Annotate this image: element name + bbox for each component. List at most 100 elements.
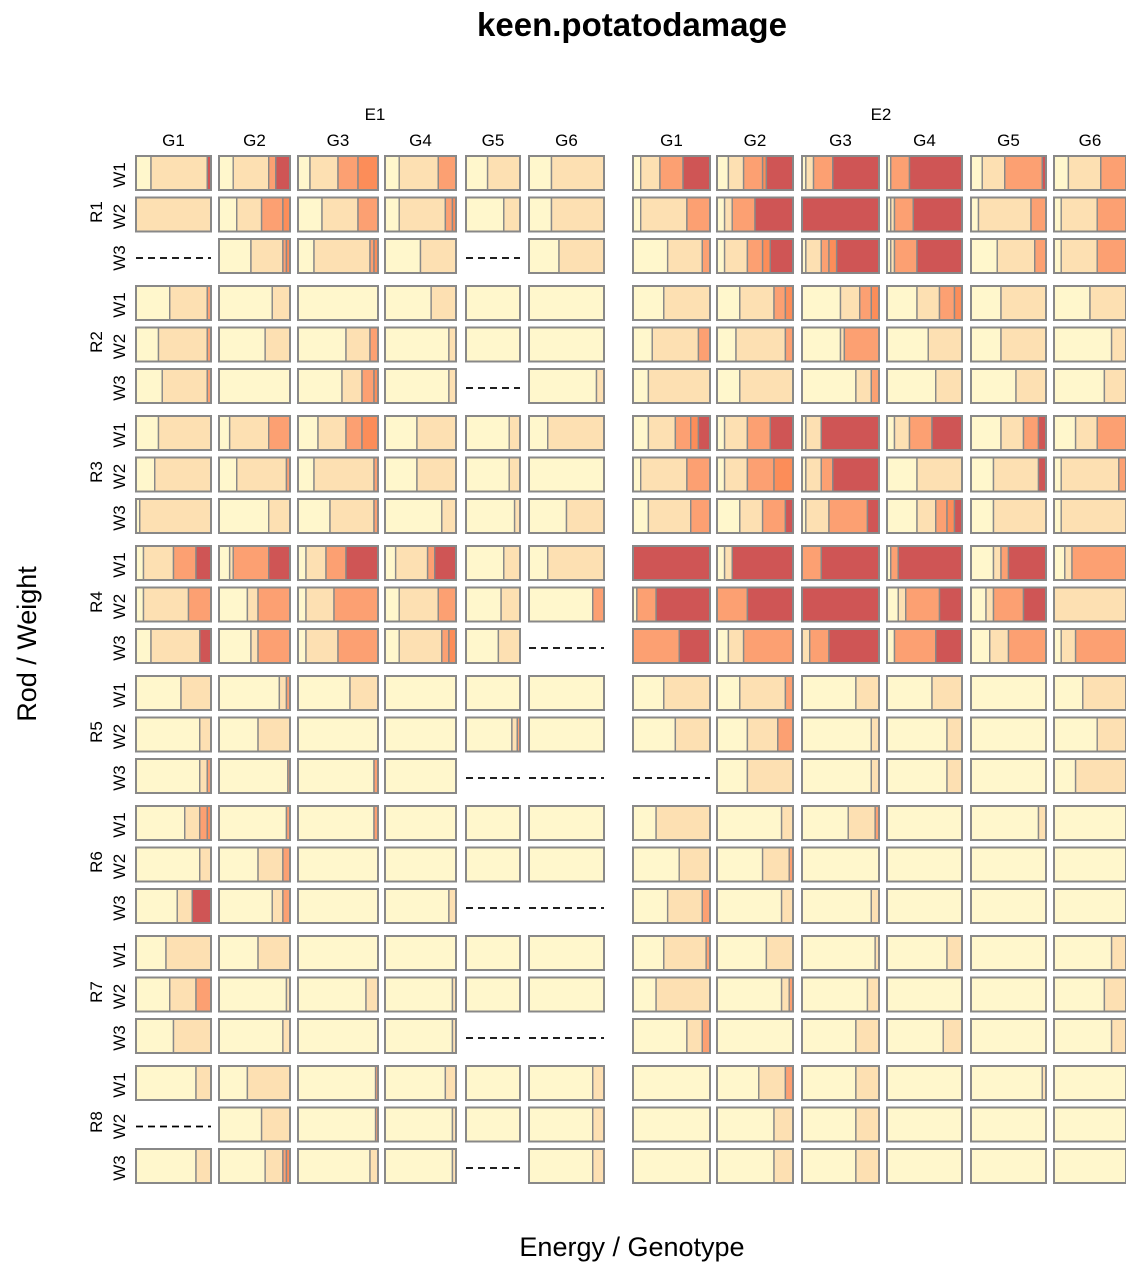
mosaic-cell-outline bbox=[218, 498, 291, 534]
mosaic-tile bbox=[508, 415, 521, 451]
mosaic-tile bbox=[666, 888, 704, 924]
mosaic-tile bbox=[801, 846, 880, 883]
mosaic-tile bbox=[528, 1148, 594, 1184]
mosaic-tile bbox=[746, 586, 794, 623]
mosaic-tile bbox=[765, 935, 794, 971]
mosaic-cell-outline bbox=[297, 196, 379, 233]
mosaic-cell-outline bbox=[970, 415, 1047, 451]
mosaic-tile bbox=[135, 586, 145, 623]
mosaic-tile bbox=[257, 628, 291, 664]
mosaic-cell-outline bbox=[716, 1148, 794, 1184]
mosaic-tile bbox=[716, 415, 726, 451]
mosaic-cell-outline bbox=[528, 368, 605, 404]
mosaic-cell-outline bbox=[970, 675, 1047, 711]
mosaic-tile bbox=[773, 285, 787, 321]
weight-strip-label: W3 bbox=[110, 245, 129, 271]
mosaic-tile bbox=[870, 285, 880, 321]
mosaic-tile bbox=[150, 628, 201, 664]
mosaic-tile bbox=[801, 368, 857, 404]
mosaic-tile bbox=[195, 1065, 212, 1101]
mosaic-tile bbox=[218, 368, 291, 404]
mosaic-tile bbox=[716, 805, 783, 841]
mosaic-cell-outline bbox=[218, 196, 291, 233]
mosaic-cell-outline bbox=[1053, 415, 1126, 451]
mosaic-tile bbox=[632, 545, 711, 581]
mosaic-cell-outline bbox=[297, 285, 379, 321]
mosaic-tile bbox=[218, 1106, 263, 1143]
mosaic-tile bbox=[784, 498, 794, 534]
mosaic-tile bbox=[801, 976, 869, 1013]
mosaic-cell-outline bbox=[1053, 1018, 1126, 1054]
mosaic-tile bbox=[992, 545, 1002, 581]
y-axis-title: Rod / Weight bbox=[12, 566, 42, 722]
mosaic-tile bbox=[465, 586, 502, 623]
mosaic-tile bbox=[154, 456, 212, 493]
mosaic-tile bbox=[1053, 628, 1062, 664]
mosaic-tile bbox=[297, 498, 331, 534]
mosaic-tile bbox=[297, 976, 367, 1013]
mosaic-tile bbox=[1000, 415, 1025, 451]
mosaic-tile bbox=[135, 675, 182, 711]
mosaic-tile bbox=[135, 628, 152, 664]
mosaic-cell-outline bbox=[801, 1106, 880, 1143]
mosaic-tile bbox=[820, 545, 880, 581]
mosaic-cell-outline bbox=[970, 1106, 1047, 1143]
mosaic-tile bbox=[305, 545, 327, 581]
mosaic-tile bbox=[297, 846, 379, 883]
mosaic-tile bbox=[218, 628, 252, 664]
mosaic-tile bbox=[218, 888, 273, 924]
mosaic-cell-outline bbox=[1053, 456, 1126, 493]
mosaic-tile bbox=[716, 155, 730, 191]
mosaic-cell-outline bbox=[528, 1148, 605, 1184]
mosaic-tile bbox=[313, 238, 371, 274]
mosaic-tile bbox=[218, 196, 238, 233]
mosaic-tile bbox=[739, 498, 764, 534]
mosaic-tile bbox=[916, 498, 937, 534]
mosaic-cell-outline bbox=[297, 586, 379, 623]
mosaic-tile bbox=[663, 935, 707, 971]
mosaic-tile bbox=[663, 285, 711, 321]
mosaic-tile bbox=[632, 805, 657, 841]
mosaic-tile bbox=[218, 976, 288, 1013]
mosaic-cell-outline bbox=[1053, 935, 1126, 971]
mosaic-tile bbox=[1007, 545, 1047, 581]
mosaic-tile bbox=[970, 976, 1047, 1013]
genotype-strip-label: G2 bbox=[744, 131, 767, 150]
mosaic-tile bbox=[1082, 675, 1126, 711]
mosaic-tile bbox=[801, 628, 811, 664]
mosaic-tile bbox=[246, 1065, 291, 1101]
mosaic-cell-outline bbox=[632, 1065, 711, 1101]
mosaic-cell-outline bbox=[886, 628, 963, 664]
mosaic-tile bbox=[384, 758, 457, 794]
mosaic-cell-outline bbox=[886, 586, 963, 623]
mosaic-tile bbox=[1022, 586, 1047, 623]
mosaic-tile bbox=[199, 758, 208, 794]
mosaic-cell-outline bbox=[801, 976, 880, 1013]
mosaic-tile bbox=[855, 1065, 880, 1101]
mosaic-tile bbox=[142, 586, 190, 623]
mosaic-tile bbox=[632, 368, 650, 404]
mosaic-cell-outline bbox=[970, 935, 1047, 971]
mosaic-tile bbox=[893, 196, 914, 233]
mosaic-cell-outline bbox=[465, 196, 521, 233]
mosaic-tile bbox=[497, 628, 521, 664]
mosaic-tile bbox=[855, 1148, 880, 1184]
mosaic-tile bbox=[313, 456, 375, 493]
mosaic-tile bbox=[434, 545, 457, 581]
mosaic-tile bbox=[784, 1065, 794, 1101]
mosaic-tile bbox=[985, 586, 995, 623]
mosaic-tile bbox=[135, 285, 171, 321]
mosaic-tile bbox=[632, 1018, 688, 1054]
mosaic-tile bbox=[384, 285, 432, 321]
mosaic-tile bbox=[236, 196, 263, 233]
mosaic-cell-outline bbox=[801, 285, 880, 321]
mosaic-tile bbox=[897, 545, 963, 581]
mosaic-tile bbox=[1053, 935, 1113, 971]
mosaic-cell-outline bbox=[970, 456, 1047, 493]
mosaic-cell-outline bbox=[135, 285, 212, 321]
mosaic-cell-outline bbox=[632, 285, 711, 321]
mosaic-tile bbox=[674, 716, 711, 753]
mosaic-tile bbox=[946, 716, 963, 753]
mosaic-cell-outline bbox=[801, 805, 880, 841]
mosaic-cell-outline bbox=[632, 456, 711, 493]
